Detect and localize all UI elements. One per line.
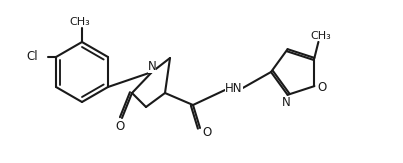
Text: Cl: Cl (26, 51, 38, 64)
Text: HN: HN (225, 82, 243, 95)
Text: N: N (282, 96, 291, 109)
Text: CH₃: CH₃ (310, 31, 331, 41)
Text: CH₃: CH₃ (70, 17, 90, 27)
Text: O: O (202, 126, 212, 140)
Text: N: N (147, 59, 156, 73)
Text: O: O (318, 81, 327, 94)
Text: O: O (115, 119, 125, 133)
